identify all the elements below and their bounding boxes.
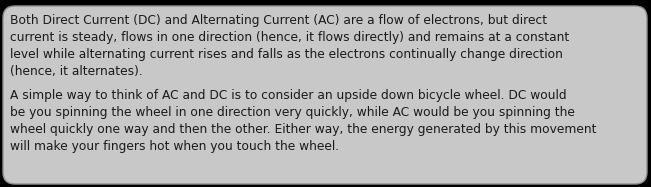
Text: Both Direct Current (DC) and Alternating Current (AC) are a flow of electrons, b: Both Direct Current (DC) and Alternating… xyxy=(10,14,569,78)
FancyBboxPatch shape xyxy=(3,6,647,184)
Text: A simple way to think of AC and DC is to consider an upside down bicycle wheel. : A simple way to think of AC and DC is to… xyxy=(10,89,596,153)
